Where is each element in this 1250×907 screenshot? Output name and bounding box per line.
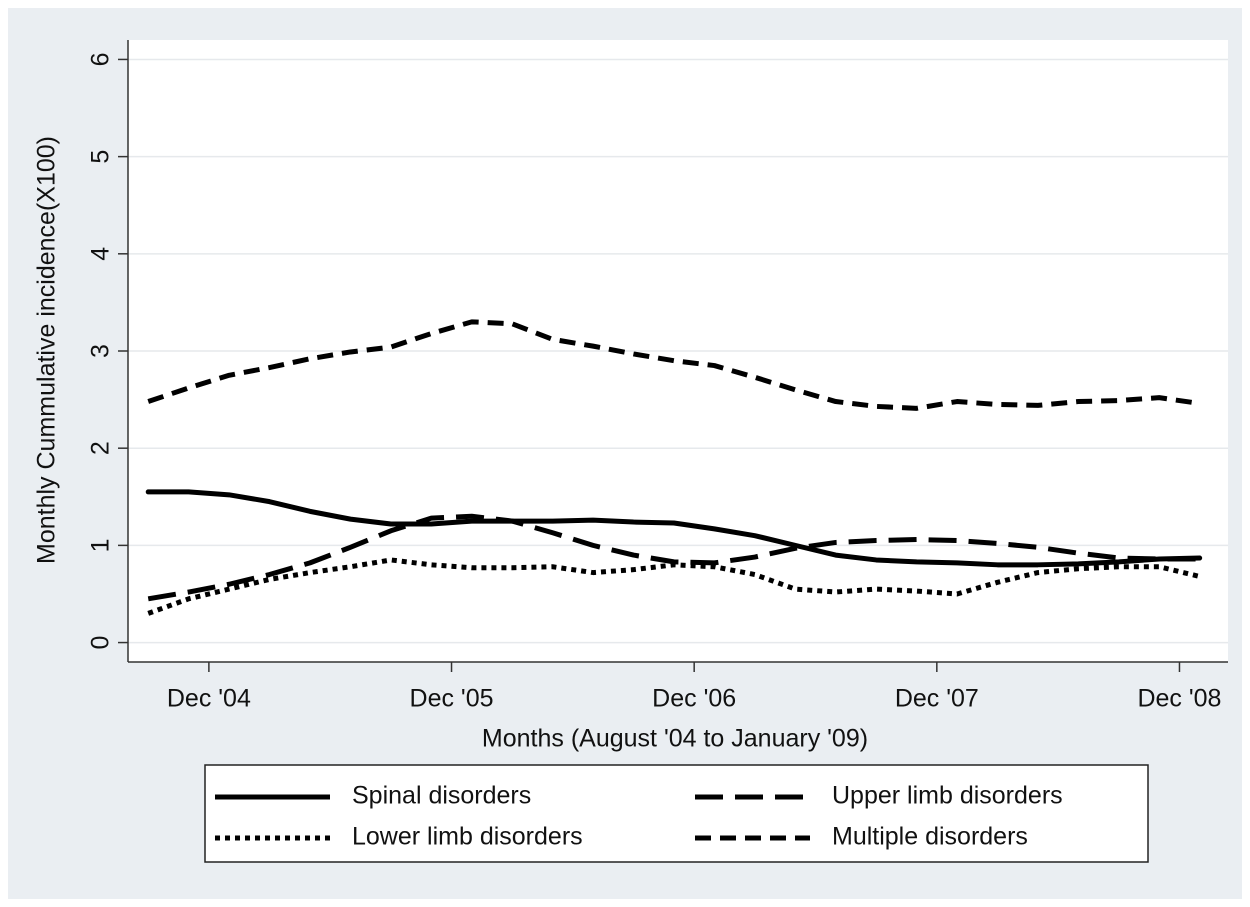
line (147, 319, 1201, 411)
x-tick-label: Dec '04 (167, 685, 251, 713)
y-tick-label: 0 (87, 636, 115, 650)
y-axis-label: Monthly Cummulative incidence(X100) (33, 136, 61, 564)
x-tick-label: Dec '06 (652, 685, 736, 713)
y-tick-label: 2 (87, 441, 115, 455)
y-tick-label: 5 (87, 150, 115, 164)
y-tick-label: 6 (87, 52, 115, 66)
legend-label: Multiple disorders (832, 823, 1028, 851)
x-tick-label: Dec '05 (410, 685, 494, 713)
line (145, 489, 1203, 568)
line (147, 513, 1200, 602)
legend-box (204, 764, 1149, 863)
legend-label: Upper limb disorders (832, 782, 1063, 810)
x-axis-label: Months (August '04 to January '09) (482, 725, 868, 753)
x-tick-label: Dec '08 (1137, 685, 1221, 713)
y-tick-label: 3 (87, 344, 115, 358)
line (147, 557, 1201, 616)
legend-label: Spinal disorders (352, 782, 531, 810)
x-tick-label: Dec '07 (895, 685, 979, 713)
y-tick-label: 1 (87, 538, 115, 552)
y-tick-label: 4 (87, 247, 115, 261)
legend-label: Lower limb disorders (352, 823, 583, 851)
